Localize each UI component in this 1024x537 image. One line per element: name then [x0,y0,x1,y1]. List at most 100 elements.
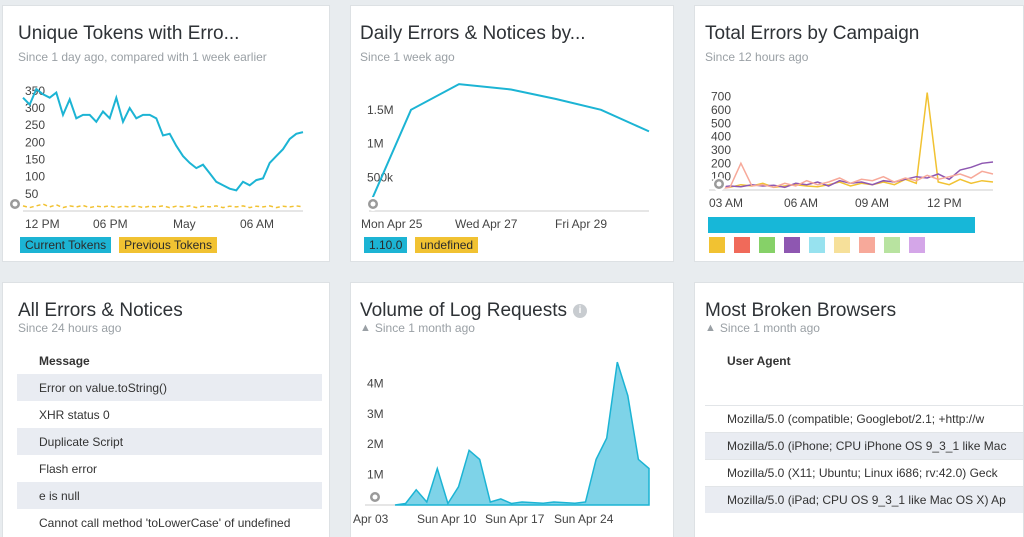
y-tick-label: 150 [25,153,45,167]
daily-errors-card: Daily Errors & Notices by... Since 1 wee… [350,5,674,262]
campaign-swatch[interactable] [809,237,825,253]
previous-tokens-line [22,203,304,209]
y-tick-label: 1M [367,137,384,151]
card-title-text[interactable]: Volume of Log Requests [360,300,568,321]
card-title[interactable]: Daily Errors & Notices by... [360,23,586,44]
y-tick-label: 700 [711,90,731,104]
card-subtitle: Since 24 hours ago [18,321,122,335]
card-title: Volume of Log Requests i [360,300,588,322]
x-tick-label: Fri Apr 29 [555,217,607,231]
message-cell[interactable]: Cannot call method 'toLowerCase' of unde… [39,515,291,530]
card-subtitle: Since 12 hours ago [705,50,809,64]
card-subtitle-text: Since 1 month ago [374,321,475,335]
chart-slider-handle-dot [370,201,376,207]
current-tokens-line [22,87,304,192]
table-row[interactable]: Mozilla/5.0 (compatible; Googlebot/2.1; … [705,404,1023,432]
card-subtitle-text: Since 1 month ago [719,321,820,335]
card-subtitle: Since 1 week ago [360,50,455,64]
campaign-series-line [718,161,994,190]
card-title[interactable]: Unique Tokens with Erro... [18,23,240,44]
table-row[interactable]: Mozilla/5.0 (iPad; CPU OS 9_3_1 like Mac… [705,485,1023,513]
table-row[interactable]: Duplicate Script [17,428,322,455]
user-agent-cell[interactable]: Mozilla/5.0 (iPad; CPU OS 9_3_1 like Mac… [705,485,1023,513]
legend-current-tokens[interactable]: Current Tokens [20,237,112,253]
message-cell[interactable]: XHR status 0 [39,407,110,422]
x-tick-label: 06 AM [240,217,274,231]
table-row[interactable]: Mozilla/5.0 (iPhone; CPU iPhone OS 9_3_1… [705,431,1023,459]
chart-legend: 1.10.0 undefined [364,237,479,253]
legend-previous-tokens[interactable]: Previous Tokens [119,237,217,253]
chart-slider-handle-dot [372,494,378,500]
card-title[interactable]: Total Errors by Campaign [705,23,920,44]
chart-slider-handle-dot [12,201,18,207]
x-tick-label: Sun Apr 10 [417,512,477,526]
user-agent-cell[interactable]: Mozilla/5.0 (compatible; Googlebot/2.1; … [705,404,1023,432]
campaign-swatch[interactable] [734,237,750,253]
message-cell[interactable]: Error on value.toString() [17,374,322,401]
log-volume-card: Volume of Log Requests i ▲ Since 1 month … [350,282,674,537]
x-tick-label: May [173,217,196,231]
x-tick-label: 12 PM [25,217,60,231]
y-tick-label: 1.5M [367,103,394,117]
y-tick-label: 200 [711,156,731,170]
y-tick-label: 400 [711,130,731,144]
table-row[interactable]: e is null [17,482,322,509]
browsers-table: User Agent Mozilla/5.0 (compatible; Goog… [705,347,1023,513]
campaign-swatch[interactable] [859,237,875,253]
x-tick-label: 12 PM [927,196,962,210]
y-tick-label: 1M [367,468,384,482]
x-tick-label: Sun Apr 24 [554,512,614,526]
card-title[interactable]: Most Broken Browsers [705,300,897,321]
x-tick-label: Mon Apr 25 [361,217,423,231]
card-subtitle: Since 1 day ago, compared with 1 week ea… [18,50,267,64]
chart-slider-handle-dot [716,181,722,187]
campaign-swatch[interactable] [909,237,925,253]
message-cell[interactable]: Duplicate Script [17,428,322,455]
log-volume-chart[interactable]: 1M 2M 3M 4M Apr 03 Sun Apr 10 Sun Apr 17 Sun Ap… [351,283,674,537]
campaign-series-line [718,92,994,189]
x-tick-label: 06 AM [784,196,818,210]
unique-tokens-card: Unique Tokens with Erro... Since 1 day a… [2,5,330,262]
chart-legend: Current Tokens Previous Tokens [20,237,217,253]
y-tick-label: 2M [367,437,384,451]
info-icon[interactable]: i [573,303,588,318]
campaign-swatch[interactable] [759,237,775,253]
column-header-message[interactable]: Message [39,353,90,368]
y-tick-label: 3M [367,407,384,421]
column-header-user-agent[interactable]: User Agent [727,354,791,368]
y-tick-label: 250 [25,118,45,132]
all-errors-card: All Errors & Notices Since 24 hours ago … [2,282,330,537]
campaign-legend-bar[interactable] [708,217,975,233]
total-errors-card: Total Errors by Campaign Since 12 hours … [694,5,1024,262]
table-row[interactable]: Error on value.toString() [17,374,322,401]
table-row[interactable]: Flash error [17,455,322,482]
table-row[interactable]: Cannot call method 'toLowerCase' of unde… [17,509,322,536]
campaign-swatch[interactable] [884,237,900,253]
message-cell[interactable]: Flash error [39,461,98,476]
warning-icon: ▲ [360,322,371,334]
y-tick-label: 300 [711,143,731,157]
legend-undefined[interactable]: undefined [415,237,479,253]
card-subtitle: ▲ Since 1 month ago [705,321,820,335]
y-tick-label: 100 [25,170,45,184]
y-tick-label: 50 [25,187,39,201]
campaign-swatch[interactable] [834,237,850,253]
card-subtitle: ▲ Since 1 month ago [360,321,475,335]
y-tick-label: 200 [25,135,45,149]
y-tick-label: 4M [367,376,384,390]
x-tick-label: Apr 03 [353,512,389,526]
table-row[interactable]: Mozilla/5.0 (X11; Ubuntu; Linux i686; rv… [705,458,1023,486]
user-agent-cell[interactable]: Mozilla/5.0 (iPhone; CPU iPhone OS 9_3_1… [705,431,1023,459]
message-cell[interactable]: e is null [17,482,322,509]
table-row[interactable]: XHR status 0 [17,401,322,428]
user-agent-cell[interactable]: Mozilla/5.0 (X11; Ubuntu; Linux i686; rv… [705,458,1023,486]
card-title[interactable]: All Errors & Notices [18,300,183,321]
legend-version[interactable]: 1.10.0 [364,237,408,253]
campaign-swatch[interactable] [709,237,725,253]
broken-browsers-card: Most Broken Browsers ▲ Since 1 month ago… [694,282,1024,537]
campaign-swatch[interactable] [784,237,800,253]
y-tick-label: 600 [711,103,731,117]
